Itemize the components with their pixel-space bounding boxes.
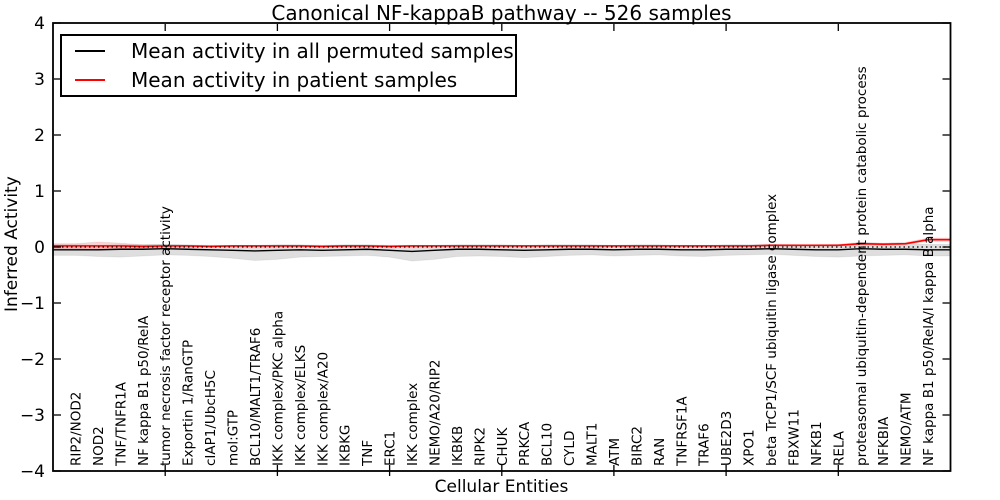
legend-label-permuted: Mean activity in all permuted samples xyxy=(131,39,514,63)
y-tick-label: 0 xyxy=(34,238,45,258)
x-tick-label: TNF xyxy=(360,440,376,467)
chart-title: Canonical NF-kappaB pathway -- 526 sampl… xyxy=(271,1,732,25)
x-tick-label: NEMO/A20/RIP2 xyxy=(427,359,443,466)
x-tick-label: RAN xyxy=(652,438,668,466)
legend-box: Mean activity in all permuted samples Me… xyxy=(60,34,517,97)
series-line-permuted xyxy=(53,247,951,253)
x-tick-label: IKK complex/A20 xyxy=(315,352,331,466)
x-tick-label: mol:GTP xyxy=(226,410,242,466)
x-tick-label: UBE2D3 xyxy=(719,411,735,466)
permuted-line-swatch xyxy=(75,50,105,52)
x-tick-label: FBXW11 xyxy=(786,409,802,466)
x-tick-label: NOD2 xyxy=(91,426,107,466)
x-tick-label: PRKCA xyxy=(517,421,533,466)
x-tick-label: BCL10 xyxy=(540,423,556,466)
x-tick-label: CHUK xyxy=(495,427,511,466)
x-tick-label: Exportin 1/RanGTP xyxy=(181,340,197,466)
x-tick-label: proteasomal ubiquitin-dependent protein … xyxy=(854,66,870,466)
series-line-patient xyxy=(53,238,951,248)
x-tick-label: TRAF6 xyxy=(697,423,713,467)
legend-label-patient: Mean activity in patient samples xyxy=(131,68,458,92)
x-tick-label: RIP2/NOD2 xyxy=(68,392,84,466)
x-tick-label: BIRC2 xyxy=(629,426,645,466)
x-tick-label: IKBKB xyxy=(450,426,466,466)
x-tick-label: XPO1 xyxy=(742,429,758,466)
x-tick-label: tumor necrosis factor receptor activity xyxy=(158,206,174,466)
x-tick-label: NF kappa B1 p50/RelA xyxy=(136,315,152,466)
y-tick-label: 4 xyxy=(34,14,45,34)
y-tick-label: −1 xyxy=(20,294,45,314)
x-tick-label: MALT1 xyxy=(585,423,601,466)
legend-item-patient: Mean activity in patient samples xyxy=(62,66,515,95)
x-tick-label: NFKB1 xyxy=(809,421,825,466)
x-tick-label: ATM xyxy=(607,438,623,466)
x-tick-label: beta TrCP1/SCF ubiquitin ligase complex xyxy=(764,194,780,466)
y-tick-label: 3 xyxy=(34,70,45,90)
x-tick-label: RIPK2 xyxy=(472,427,488,466)
x-tick-label: cIAP1/UbcH5C xyxy=(203,370,219,466)
x-tick-label: ERC1 xyxy=(383,431,399,466)
x-axis-label: Cellular Entities xyxy=(434,477,569,497)
x-tick-label: TNF/TNFR1A xyxy=(113,381,129,467)
x-tick-label: NF kappa B1 p50/RelA/I kappa B alpha xyxy=(921,206,937,466)
x-tick-label: NEMO/ATM xyxy=(899,392,915,466)
x-tick-label: IKBKG xyxy=(338,425,354,466)
x-tick-label: IKK complex/PKC alpha xyxy=(270,311,286,466)
y-tick-label: −2 xyxy=(20,350,45,370)
y-axis-label: Inferred Activity xyxy=(2,176,22,312)
x-tick-label: IKK complex/ELKS xyxy=(293,345,309,466)
x-tick-label: NFKBIA xyxy=(876,416,892,466)
x-tick-label: CYLD xyxy=(562,431,578,466)
x-tick-label: RELA xyxy=(831,430,847,466)
x-tick-label: IKK complex xyxy=(405,383,421,466)
x-tick-label: TNFRSF1A xyxy=(674,396,690,467)
y-tick-label: 1 xyxy=(34,182,45,202)
legend-item-permuted: Mean activity in all permuted samples xyxy=(62,37,515,66)
x-tick-label: BCL10/MALT1/TRAF6 xyxy=(248,328,264,466)
y-tick-label: 2 xyxy=(34,126,45,146)
patient-line-swatch xyxy=(75,79,105,81)
y-tick-label: −3 xyxy=(20,406,45,426)
y-tick-label: −4 xyxy=(20,462,45,482)
